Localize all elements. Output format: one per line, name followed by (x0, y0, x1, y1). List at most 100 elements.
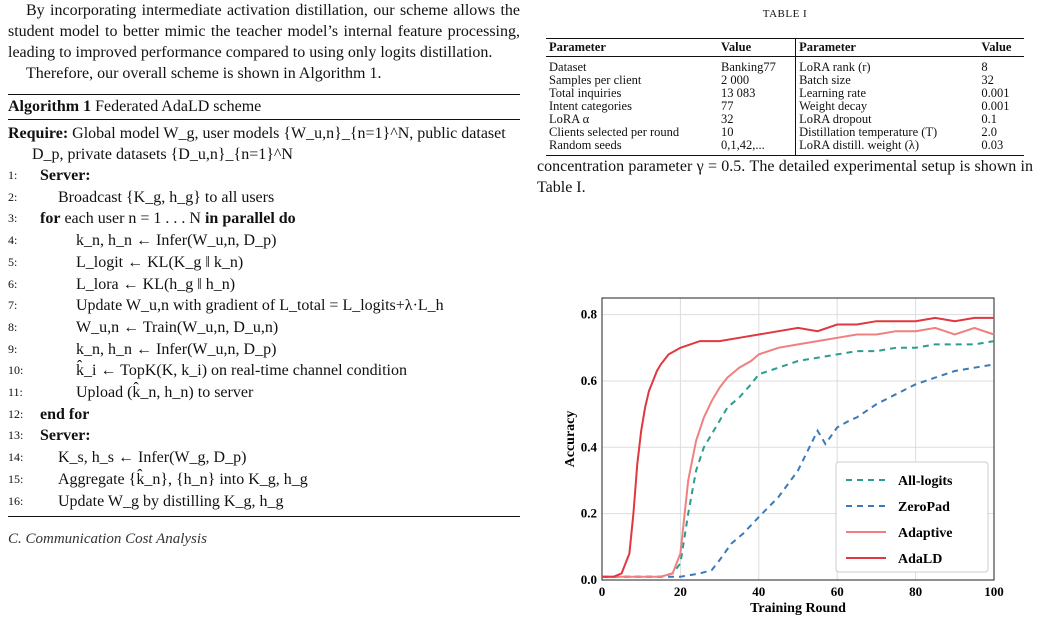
table-cell: 2 000 (721, 73, 750, 87)
x-tick-label: 80 (909, 584, 922, 599)
table-cell: 0.03 (981, 138, 1004, 152)
line-number: 8: (8, 319, 18, 334)
y-tick-label: 0.6 (581, 373, 598, 388)
x-tick-label: 40 (752, 584, 765, 599)
table-cell: Learning rate (795, 87, 979, 100)
table-row: LoRA α 32 LoRA dropout 0.1 (546, 113, 1024, 126)
require-text: Global model W_g, user models {W_u,n}_{n… (32, 125, 506, 163)
line-content: Server: (40, 425, 91, 447)
table-cell: Total inquiries (549, 86, 622, 100)
line-content: k_n, h_n ← Infer(W_u,n, D_p) (40, 230, 276, 252)
x-tick-label: 20 (674, 584, 687, 599)
plot-frame (601, 297, 995, 581)
line-content: W_u,n ← Train(W_u,n, D_u,n) (40, 317, 278, 339)
left-column: By incorporating intermediate activation… (8, 0, 520, 548)
accuracy-chart: 0 20 40 60 80 100 0.0 0.2 0.4 0.6 0.8 Training Roun… (560, 290, 1020, 628)
series-line-adaptive (602, 326, 995, 578)
table-cell: 10 (721, 125, 734, 139)
algorithm-line: 3: for each user n = 1 . . . N in paralle… (8, 208, 520, 230)
algorithm-line: 14: K_s, h_s ← Infer(W_g, D_p) (8, 447, 520, 469)
algorithm-line: 6: L_lora ← KL(h_g ‖ h_n) (8, 274, 520, 296)
table-row: Intent categories 77 Weight decay 0.001 (546, 100, 1024, 113)
table-cell: Dataset (549, 60, 587, 74)
line-content: Server: (40, 165, 91, 187)
line-content: Upload (k̂_n, h_n) to server (40, 382, 253, 404)
algorithm-line: 2: Broadcast {K_g, h_g} to all users (8, 187, 520, 209)
table-cell: 32 (721, 112, 734, 126)
table-cell: Intent categories (549, 99, 632, 113)
line-text: Aggregate {k̂_n}, {h_n} into K_g, h_g (58, 470, 308, 488)
table-cell: 0.1 (981, 112, 997, 126)
table-cell: Clients selected per round (549, 125, 680, 139)
line-text: each user n = 1 . . . N (64, 210, 201, 228)
table-header-row: Parameter Value Parameter Value (546, 38, 1024, 57)
line-text: W_u,n ← Train(W_u,n, D_u,n) (76, 318, 279, 336)
algorithm-title: Algorithm 1 Federated AdaLD scheme (8, 95, 520, 120)
table-row: Total inquiries 13 083 Learning rate 0.001 (546, 87, 1024, 100)
line-content: for each user n = 1 . . . N in parallel … (40, 208, 296, 230)
line-keyword: end for (40, 405, 90, 423)
algorithm-line: 13: Server: (8, 425, 520, 447)
algorithm-line: 5: L_logit ← KL(K_g ‖ k_n) (8, 252, 520, 274)
algorithm-label: Algorithm 1 (8, 98, 92, 115)
header-parameter: Parameter (549, 40, 606, 54)
algorithm-line: 10: k̂_i ← TopK(K, k_i) on real-time chan… (8, 360, 520, 382)
line-text: Upload (k̂_n, h_n) to server (76, 384, 254, 402)
line-number: 1: (8, 168, 18, 182)
line-number: 11: (8, 385, 23, 400)
table-cell: Weight decay (795, 100, 979, 113)
line-content: k_n, h_n ← Infer(W_u,n, D_p) (40, 339, 276, 361)
y-axis-label: Accuracy (563, 411, 578, 468)
table-cell: 13 083 (721, 86, 756, 100)
legend-label: AdaLD (898, 552, 942, 567)
paragraph-1: By incorporating intermediate activation… (8, 2, 520, 61)
table-row: Samples per client 2 000 Batch size 32 (546, 74, 1024, 87)
line-text: k_n, h_n ← Infer(W_u,n, D_p) (76, 232, 277, 250)
line-number: 2: (8, 189, 18, 204)
line-text: Update W_u,n with gradient of L_total = … (76, 297, 444, 315)
line-keyword: for (40, 210, 61, 228)
parameter-table: Parameter Value Parameter Value Dataset B… (546, 38, 1024, 156)
table-cell: 32 (981, 73, 994, 87)
line-content: k̂_i ← TopK(K, k_i) on real-time channel… (40, 360, 407, 382)
x-tick-label: 60 (831, 584, 844, 599)
line-text: K_s, h_s ← Infer(W_g, D_p) (58, 449, 247, 467)
line-text: Update W_g by distilling K_g, h_g (58, 492, 284, 510)
line-number: 9: (8, 341, 18, 356)
right-column: TABLE I Parameter Value Parameter Value … (537, 0, 1033, 198)
algorithm-box: Algorithm 1 Federated AdaLD scheme Requi… (8, 94, 520, 518)
table-cell: LoRA rank (r) (795, 56, 979, 74)
require-keyword: Require: (8, 125, 69, 142)
line-keyword: in parallel do (204, 210, 296, 228)
legend-label: Adaptive (898, 526, 952, 541)
y-tick-label: 0.2 (581, 506, 597, 521)
table-row: Dataset Banking77 LoRA rank (r) 8 (546, 56, 1024, 74)
line-text: k_n, h_n ← Infer(W_u,n, D_p) (76, 340, 277, 358)
algorithm-line: 8: W_u,n ← Train(W_u,n, D_u,n) (8, 317, 520, 339)
algorithm-line: 12: end for (8, 404, 520, 426)
y-tick-label: 0.8 (581, 307, 598, 322)
line-number: 13: (8, 428, 24, 443)
legend-box (835, 461, 989, 573)
line-text: L_lora ← KL(h_g ‖ h_n) (76, 275, 236, 293)
line-content: end for (40, 404, 89, 426)
table-cell: 0,1,42,... (721, 138, 765, 152)
line-number: 4: (8, 233, 18, 248)
line-content: L_lora ← KL(h_g ‖ h_n) (40, 274, 235, 296)
legend-label: ZeroPad (898, 500, 950, 515)
line-number: 5: (8, 254, 18, 269)
series-line-adald (602, 316, 994, 578)
algorithm-name: Federated AdaLD scheme (95, 98, 262, 115)
table-cell: 2.0 (981, 125, 997, 139)
line-keyword: Server: (40, 167, 91, 184)
table-cell: Samples per client (549, 73, 642, 87)
line-number: 14: (8, 450, 24, 465)
algorithm-line: 15: Aggregate {k̂_n}, {h_n} into K_g, h_g (8, 469, 520, 491)
line-number: 16: (8, 493, 24, 508)
table-row: Clients selected per round 10 Distillation… (546, 126, 1024, 139)
line-content: Update W_g by distilling K_g, h_g (40, 491, 283, 513)
algorithm-line: 11: Upload (k̂_n, h_n) to server (8, 382, 520, 404)
algorithm-line: 9: k_n, h_n ← Infer(W_u,n, D_p) (8, 339, 520, 361)
line-content: Broadcast {K_g, h_g} to all users (40, 187, 274, 209)
table-cell: Batch size (795, 74, 979, 87)
